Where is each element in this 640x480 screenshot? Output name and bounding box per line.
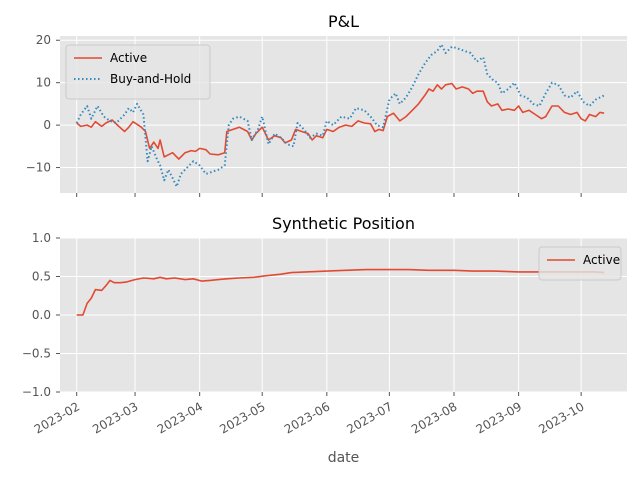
chart-title: P&L [328,12,359,31]
chart-title: Synthetic Position [272,214,415,233]
y-tick-label: −10 [26,161,51,175]
panel-2: −1.0 −0.5 0.0 0.5 1.0 Synthetic Position Activ… [22,214,627,466]
x-tick-label: 2023-05 [217,399,267,436]
y-tick-label: −1.0 [22,385,51,399]
panel-1: −10 0 10 20 P&L Active Buy-and-Hold [26,12,627,197]
x-tick-label: 2023-09 [474,399,524,436]
legend: Active Buy-and-Hold [65,44,211,100]
y-tick-label: 1.0 [32,231,51,245]
series-line-active [76,82,605,160]
x-tick-label: 2023-06 [282,399,332,436]
x-tick-label: 2023-08 [409,399,459,436]
y-tick-label: 0 [43,118,51,132]
y-tick-label: 10 [36,76,51,90]
x-tick-label: 2023-04 [155,399,205,436]
y-tick-label: 0.5 [32,270,51,284]
x-axis-label: date [328,450,360,466]
legend: Active [538,246,622,281]
series-line-active [76,268,605,316]
x-tick-label: 2023-02 [32,399,82,436]
y-tick-label: 20 [36,33,51,47]
y-tick-label: 0.0 [32,308,51,322]
legend-label: Active [110,51,147,65]
x-tick-label: 2023-10 [536,399,586,436]
legend-box [538,246,622,281]
x-tick-label: 2023-07 [344,399,394,436]
x-tick-label: 2023-03 [90,399,140,436]
legend-label: Buy-and-Hold [110,72,191,86]
series-line-buy-and-hold [75,43,605,188]
y-tick-label: −0.5 [22,347,51,361]
legend-label: Active [583,253,620,267]
